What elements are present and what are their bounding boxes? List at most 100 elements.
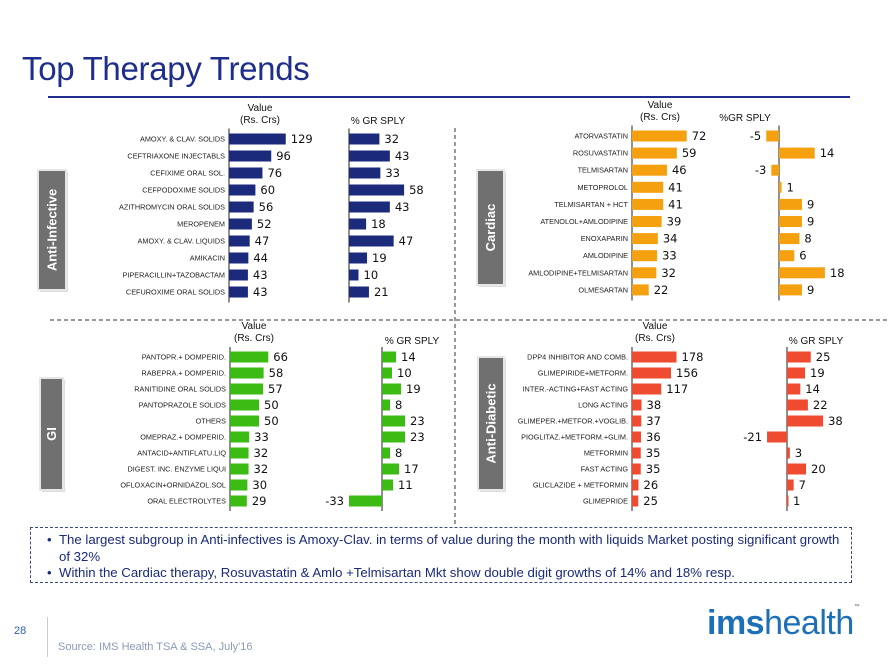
growth-bar xyxy=(779,267,825,279)
value-bar xyxy=(229,167,263,179)
growth-bar xyxy=(779,284,802,296)
value-header: Value xyxy=(648,100,673,111)
growth-bar xyxy=(349,133,380,145)
growth-bar xyxy=(779,181,782,193)
therapy-label: Anti-Diabetic xyxy=(484,383,499,463)
growth-bar xyxy=(382,383,401,395)
value-bar xyxy=(632,130,687,142)
category-label: OTHERS xyxy=(196,417,227,426)
growth-bar xyxy=(771,164,779,176)
category-label: INTER.-ACTING+FAST ACTING xyxy=(523,385,629,394)
growth-bar xyxy=(382,399,390,411)
category-label: TELMISARTAN + HCT xyxy=(554,200,628,209)
value-bar xyxy=(230,399,259,411)
growth-bar xyxy=(779,147,815,159)
growth-header: % GR SPLY xyxy=(789,336,844,347)
growth-bar xyxy=(787,415,824,427)
growth-bar xyxy=(382,463,399,475)
growth-data-label: 14 xyxy=(805,382,820,396)
growth-data-label: 9 xyxy=(807,215,814,229)
category-label: GLIMEPIRIDE+METFORM. xyxy=(538,369,628,378)
value-bar xyxy=(632,164,667,176)
value-bar xyxy=(632,233,658,245)
growth-data-label: 20 xyxy=(811,462,826,476)
chart-panel-anti-infective: Anti-Infective Value(Rs. Crs) % GR SPLY AMO… xyxy=(37,103,424,303)
value-data-label: 41 xyxy=(668,180,683,194)
category-label: ATORVASTATIN xyxy=(574,132,628,141)
value-bar xyxy=(632,181,664,193)
growth-bar xyxy=(349,495,382,507)
value-data-label: 39 xyxy=(667,215,682,229)
value-data-label: 59 xyxy=(682,146,697,160)
value-data-label: 44 xyxy=(253,251,268,265)
category-label: ENOXAPARIN xyxy=(581,234,628,243)
growth-bar xyxy=(787,495,789,507)
therapy-label: GI xyxy=(44,427,59,441)
growth-bar xyxy=(766,130,779,142)
value-data-label: 178 xyxy=(682,350,704,364)
growth-data-label: 8 xyxy=(804,232,811,246)
category-label: AMOXY. & CLAV. SOLIDS xyxy=(140,135,225,144)
therapy-tab xyxy=(477,356,505,491)
growth-data-label: 19 xyxy=(372,251,387,265)
value-data-label: 33 xyxy=(254,430,269,444)
value-data-label: 156 xyxy=(676,366,698,380)
value-header: (Rs. Crs) xyxy=(635,333,675,344)
value-header: Value xyxy=(242,321,267,332)
growth-bar xyxy=(787,383,801,395)
value-data-label: 37 xyxy=(646,414,661,428)
growth-data-label: 14 xyxy=(401,350,416,364)
category-label: PANTOPRAZOLE SOLIDS xyxy=(139,401,226,410)
growth-bar xyxy=(382,351,396,363)
category-label: PIPERACILLIN+TAZOBACTAM xyxy=(122,271,225,280)
growth-data-label: 32 xyxy=(384,132,399,146)
source-note: Source: IMS Health TSA & SSA, July'16 xyxy=(58,641,253,653)
growth-bar xyxy=(349,269,359,281)
category-label: OMEPRAZ.+ DOMPERID. xyxy=(140,433,226,442)
value-bar xyxy=(229,286,248,298)
growth-bar xyxy=(779,216,802,227)
growth-bar xyxy=(787,351,811,363)
value-bar xyxy=(229,269,248,281)
value-data-label: 38 xyxy=(647,398,662,412)
value-bar xyxy=(632,198,664,210)
growth-data-label: 3 xyxy=(795,446,802,460)
growth-data-label: 10 xyxy=(397,366,412,380)
imshealth-logo: imshealth™ xyxy=(707,604,860,642)
growth-bar xyxy=(787,479,794,491)
value-bar xyxy=(632,447,641,459)
category-label: ORAL ELECTROLYTES xyxy=(147,497,226,506)
value-bar xyxy=(632,463,641,475)
growth-data-label: 8 xyxy=(395,446,402,460)
category-label: DIGEST. INC. ENZYME LIQUI xyxy=(127,465,226,474)
value-data-label: 58 xyxy=(269,366,284,380)
chart-panel-anti-diabetic: Anti-Diabetic Value(Rs. Crs) % GR SPLY DPP4… xyxy=(477,321,844,511)
value-bar xyxy=(229,150,272,162)
value-data-label: 57 xyxy=(268,382,283,396)
value-data-label: 41 xyxy=(668,197,683,211)
value-data-label: 56 xyxy=(259,200,274,214)
growth-data-label: 1 xyxy=(793,494,800,508)
value-data-label: 36 xyxy=(646,430,661,444)
category-label: AMOXY. & CLAV. LIQUIDS xyxy=(138,237,226,246)
growth-bar xyxy=(382,431,405,443)
value-bar xyxy=(230,351,269,363)
growth-data-label: 9 xyxy=(807,197,814,211)
growth-data-label: 47 xyxy=(399,234,414,248)
category-label: OFLOXACIN+ORNIDAZOL.SOL xyxy=(120,481,226,490)
value-bar xyxy=(230,479,248,491)
growth-data-label: 21 xyxy=(374,285,389,299)
growth-header: % GR SPLY xyxy=(385,336,440,347)
category-label: AMLODIPINE xyxy=(583,251,628,260)
category-label: CEFPODOXIME SOLIDS xyxy=(142,186,225,195)
value-bar xyxy=(230,415,259,427)
value-data-label: 46 xyxy=(672,163,687,177)
growth-data-label: -21 xyxy=(743,430,762,444)
value-bar xyxy=(230,447,249,459)
growth-header: %GR SPLY xyxy=(719,113,771,124)
growth-bar xyxy=(779,233,800,245)
growth-bar xyxy=(787,447,790,459)
value-bar xyxy=(632,399,642,411)
category-label: GLIMEPER.+METFOR.+VOGLIB. xyxy=(518,417,628,426)
